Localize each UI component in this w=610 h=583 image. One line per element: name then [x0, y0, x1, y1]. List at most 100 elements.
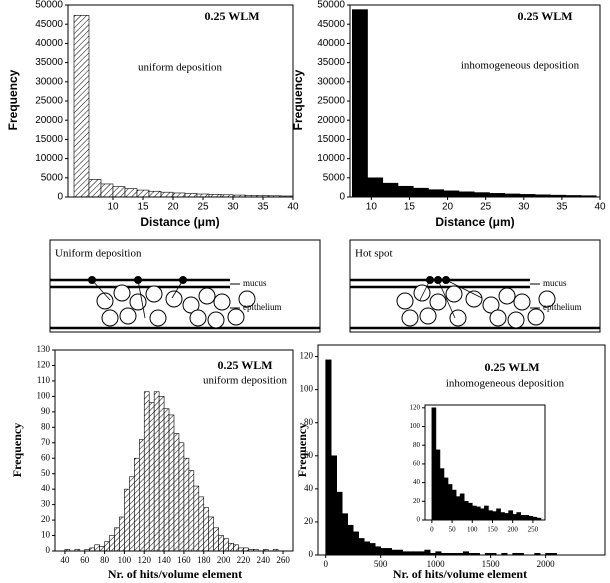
cell	[513, 293, 531, 311]
bar	[119, 516, 125, 552]
x-tick-label: 10	[107, 202, 119, 213]
annotation: inhomogeneous deposition	[461, 60, 580, 72]
y-tick-label: 70	[41, 437, 51, 447]
cell	[198, 287, 216, 305]
bar	[385, 548, 392, 556]
bar	[369, 543, 376, 556]
cell	[182, 296, 200, 314]
x-tick-label: 80	[100, 555, 110, 565]
bar	[172, 192, 186, 198]
bar	[520, 515, 526, 521]
y-tick-label: 80	[413, 441, 421, 449]
deposit	[179, 276, 187, 284]
panel: 10 15 20 25 30 35 40 0 5000 10000 15000 20000 25000 3…	[291, 0, 606, 229]
cell	[413, 284, 431, 302]
y-tick-label: 60	[41, 452, 51, 462]
cell	[449, 309, 467, 327]
cell	[419, 307, 437, 325]
y-tick-label: 40000	[317, 38, 345, 49]
bar	[153, 391, 160, 552]
bar	[218, 535, 224, 552]
cell	[465, 290, 483, 308]
bar	[158, 396, 165, 552]
y-axis-label: Frequency	[10, 423, 24, 477]
bar	[512, 514, 518, 521]
y-tick-label: 30	[41, 499, 51, 509]
y-tick-label: 40	[41, 483, 51, 493]
cell	[96, 292, 114, 310]
y-tick-label: 50	[41, 468, 51, 478]
annotation: uniform deposition	[138, 62, 223, 74]
y-tick-label: 110	[37, 375, 51, 385]
bar	[476, 506, 481, 521]
x-axis-label: Distance (μm)	[140, 215, 219, 229]
y-tick-label: 20000	[317, 115, 345, 126]
y-tick-label: 25000	[317, 96, 345, 107]
y-tick-label: 0	[46, 545, 51, 555]
cell	[482, 296, 500, 314]
y-tick-label: 25000	[35, 96, 63, 107]
y-tick-label: 60	[304, 450, 314, 460]
bar	[112, 186, 126, 198]
x-tick-label: 10	[366, 202, 378, 213]
deposit	[134, 276, 142, 284]
axes-frame	[67, 4, 294, 198]
bar	[380, 548, 387, 556]
bar	[443, 477, 449, 521]
bar	[99, 546, 105, 552]
x-tick-label: 220	[237, 555, 251, 565]
x-tick-label: 20	[167, 202, 179, 213]
bar	[168, 414, 175, 552]
panel: 0 50 100 150 200 250 0 20 40 60 80 100 120	[410, 403, 546, 534]
bar	[451, 489, 457, 521]
y-tick-label: 40	[413, 478, 421, 486]
deposit	[434, 276, 442, 284]
y-tick-label: 0	[309, 549, 314, 559]
hit-track	[445, 279, 483, 299]
bar	[233, 544, 239, 552]
bar	[480, 508, 485, 521]
bar	[412, 187, 429, 198]
y-tick-label: 50000	[317, 0, 345, 11]
deposit	[426, 276, 434, 284]
y-tick-label: 30000	[317, 76, 345, 87]
hit-track	[91, 279, 111, 301]
x-tick-label: 0	[323, 559, 328, 569]
hit-track	[437, 279, 456, 319]
y-tick-label: 15000	[35, 134, 63, 145]
bar	[516, 512, 522, 521]
y-axis-label: Frequency	[291, 69, 305, 130]
y-axis-label: Frequency	[295, 423, 309, 477]
x-tick-label: 20	[442, 202, 454, 213]
cell	[396, 292, 414, 310]
bar	[458, 191, 475, 198]
cell	[429, 293, 447, 311]
x-tick-label: 0	[430, 526, 434, 534]
y-tick-label: 0	[57, 192, 63, 203]
bar	[352, 531, 359, 556]
bar	[330, 455, 337, 556]
y-tick-label: 20	[41, 514, 51, 524]
y-tick-label: 20000	[35, 115, 63, 126]
x-tick-label: 240	[257, 555, 271, 565]
bar	[109, 535, 115, 552]
bar	[114, 527, 120, 552]
bar	[443, 190, 460, 198]
diagram-title: Uniform deposition	[55, 248, 142, 260]
bar	[163, 408, 170, 552]
x-tick-label: 120	[138, 555, 152, 565]
x-tick-label: 30	[227, 202, 239, 213]
bar	[358, 538, 365, 556]
bar	[228, 542, 234, 552]
x-tick-label: 30	[518, 202, 530, 213]
bar	[336, 491, 343, 556]
cell	[189, 309, 207, 327]
annotation: uniform deposition	[203, 375, 288, 387]
bar	[374, 546, 381, 556]
bar	[347, 524, 354, 556]
x-tick-label: 180	[197, 555, 211, 565]
y-tick-label: 80	[304, 417, 314, 427]
cell	[489, 309, 507, 327]
bar	[382, 182, 399, 198]
